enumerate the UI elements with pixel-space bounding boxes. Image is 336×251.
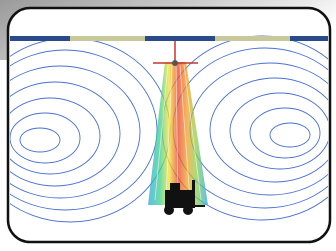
illustration (0, 0, 336, 251)
ceiling-panel (70, 36, 145, 41)
page (0, 0, 336, 251)
ceiling-panel (215, 36, 290, 41)
